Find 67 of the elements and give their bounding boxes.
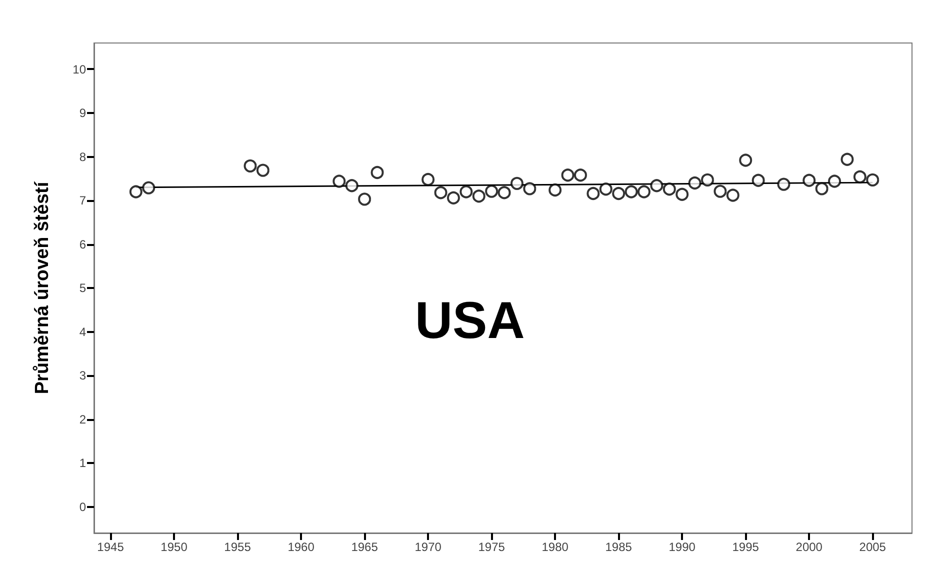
x-tick-label: 1950 bbox=[160, 540, 188, 554]
y-tick-label: 8 bbox=[79, 150, 86, 164]
point bbox=[574, 168, 587, 182]
y-tick-label: 2 bbox=[79, 412, 86, 426]
point bbox=[523, 182, 536, 196]
point bbox=[498, 186, 511, 200]
x-tick-label: 1970 bbox=[414, 540, 442, 554]
point bbox=[777, 178, 790, 191]
point bbox=[701, 173, 714, 186]
point bbox=[612, 187, 626, 200]
x-tick-label: 1975 bbox=[478, 540, 506, 554]
point bbox=[446, 191, 460, 204]
x-tick-label: 1955 bbox=[224, 540, 252, 554]
x-tick-label: 1965 bbox=[351, 540, 378, 554]
point bbox=[256, 164, 270, 177]
point bbox=[434, 186, 448, 200]
y-tick-label: 4 bbox=[79, 324, 86, 339]
point bbox=[688, 176, 702, 190]
point bbox=[866, 173, 880, 186]
y-tick-label: 7 bbox=[79, 194, 86, 208]
point bbox=[662, 182, 676, 196]
point bbox=[472, 190, 486, 203]
point bbox=[332, 174, 346, 188]
x-tick-label: 1985 bbox=[605, 540, 632, 554]
point bbox=[676, 188, 689, 201]
x-tick-label: 1980 bbox=[542, 540, 569, 554]
y-axis-title: Průměrná úroveň štěstí bbox=[32, 181, 53, 394]
x-tick-label: 2005 bbox=[859, 540, 886, 554]
point bbox=[739, 154, 752, 167]
y-tick-label: 10 bbox=[72, 62, 86, 76]
point bbox=[485, 184, 498, 198]
point bbox=[345, 179, 358, 192]
y-tick-label: 3 bbox=[79, 368, 86, 382]
point bbox=[815, 182, 828, 196]
point bbox=[548, 184, 562, 196]
x-tick-label: 1960 bbox=[288, 540, 315, 554]
point bbox=[510, 176, 524, 190]
point bbox=[638, 185, 650, 198]
y-tick-label: 1 bbox=[79, 456, 86, 470]
point bbox=[561, 168, 574, 182]
point bbox=[370, 166, 384, 179]
point bbox=[599, 182, 612, 196]
y-tick-label: 5 bbox=[79, 281, 86, 295]
x-tick-label: 1995 bbox=[732, 540, 760, 554]
point bbox=[244, 159, 257, 172]
point bbox=[828, 174, 842, 188]
point bbox=[752, 174, 765, 187]
point bbox=[129, 185, 142, 198]
point bbox=[802, 174, 816, 187]
point bbox=[142, 181, 156, 194]
point bbox=[726, 188, 740, 202]
y-tick-label: 0 bbox=[79, 500, 86, 514]
x-tick-label: 1990 bbox=[668, 540, 696, 554]
y-tick-label: 6 bbox=[79, 237, 86, 252]
point bbox=[650, 179, 664, 192]
x-tick-label: 2000 bbox=[796, 540, 823, 554]
point bbox=[840, 152, 854, 166]
x-tick-label: 1945 bbox=[97, 540, 124, 554]
y-tick-label: 9 bbox=[79, 106, 86, 120]
point bbox=[460, 185, 473, 198]
point bbox=[624, 185, 638, 198]
annotation: USA bbox=[415, 292, 525, 350]
point bbox=[358, 192, 372, 206]
point bbox=[586, 187, 600, 200]
point bbox=[853, 170, 866, 184]
point bbox=[714, 184, 727, 198]
point bbox=[422, 173, 435, 186]
